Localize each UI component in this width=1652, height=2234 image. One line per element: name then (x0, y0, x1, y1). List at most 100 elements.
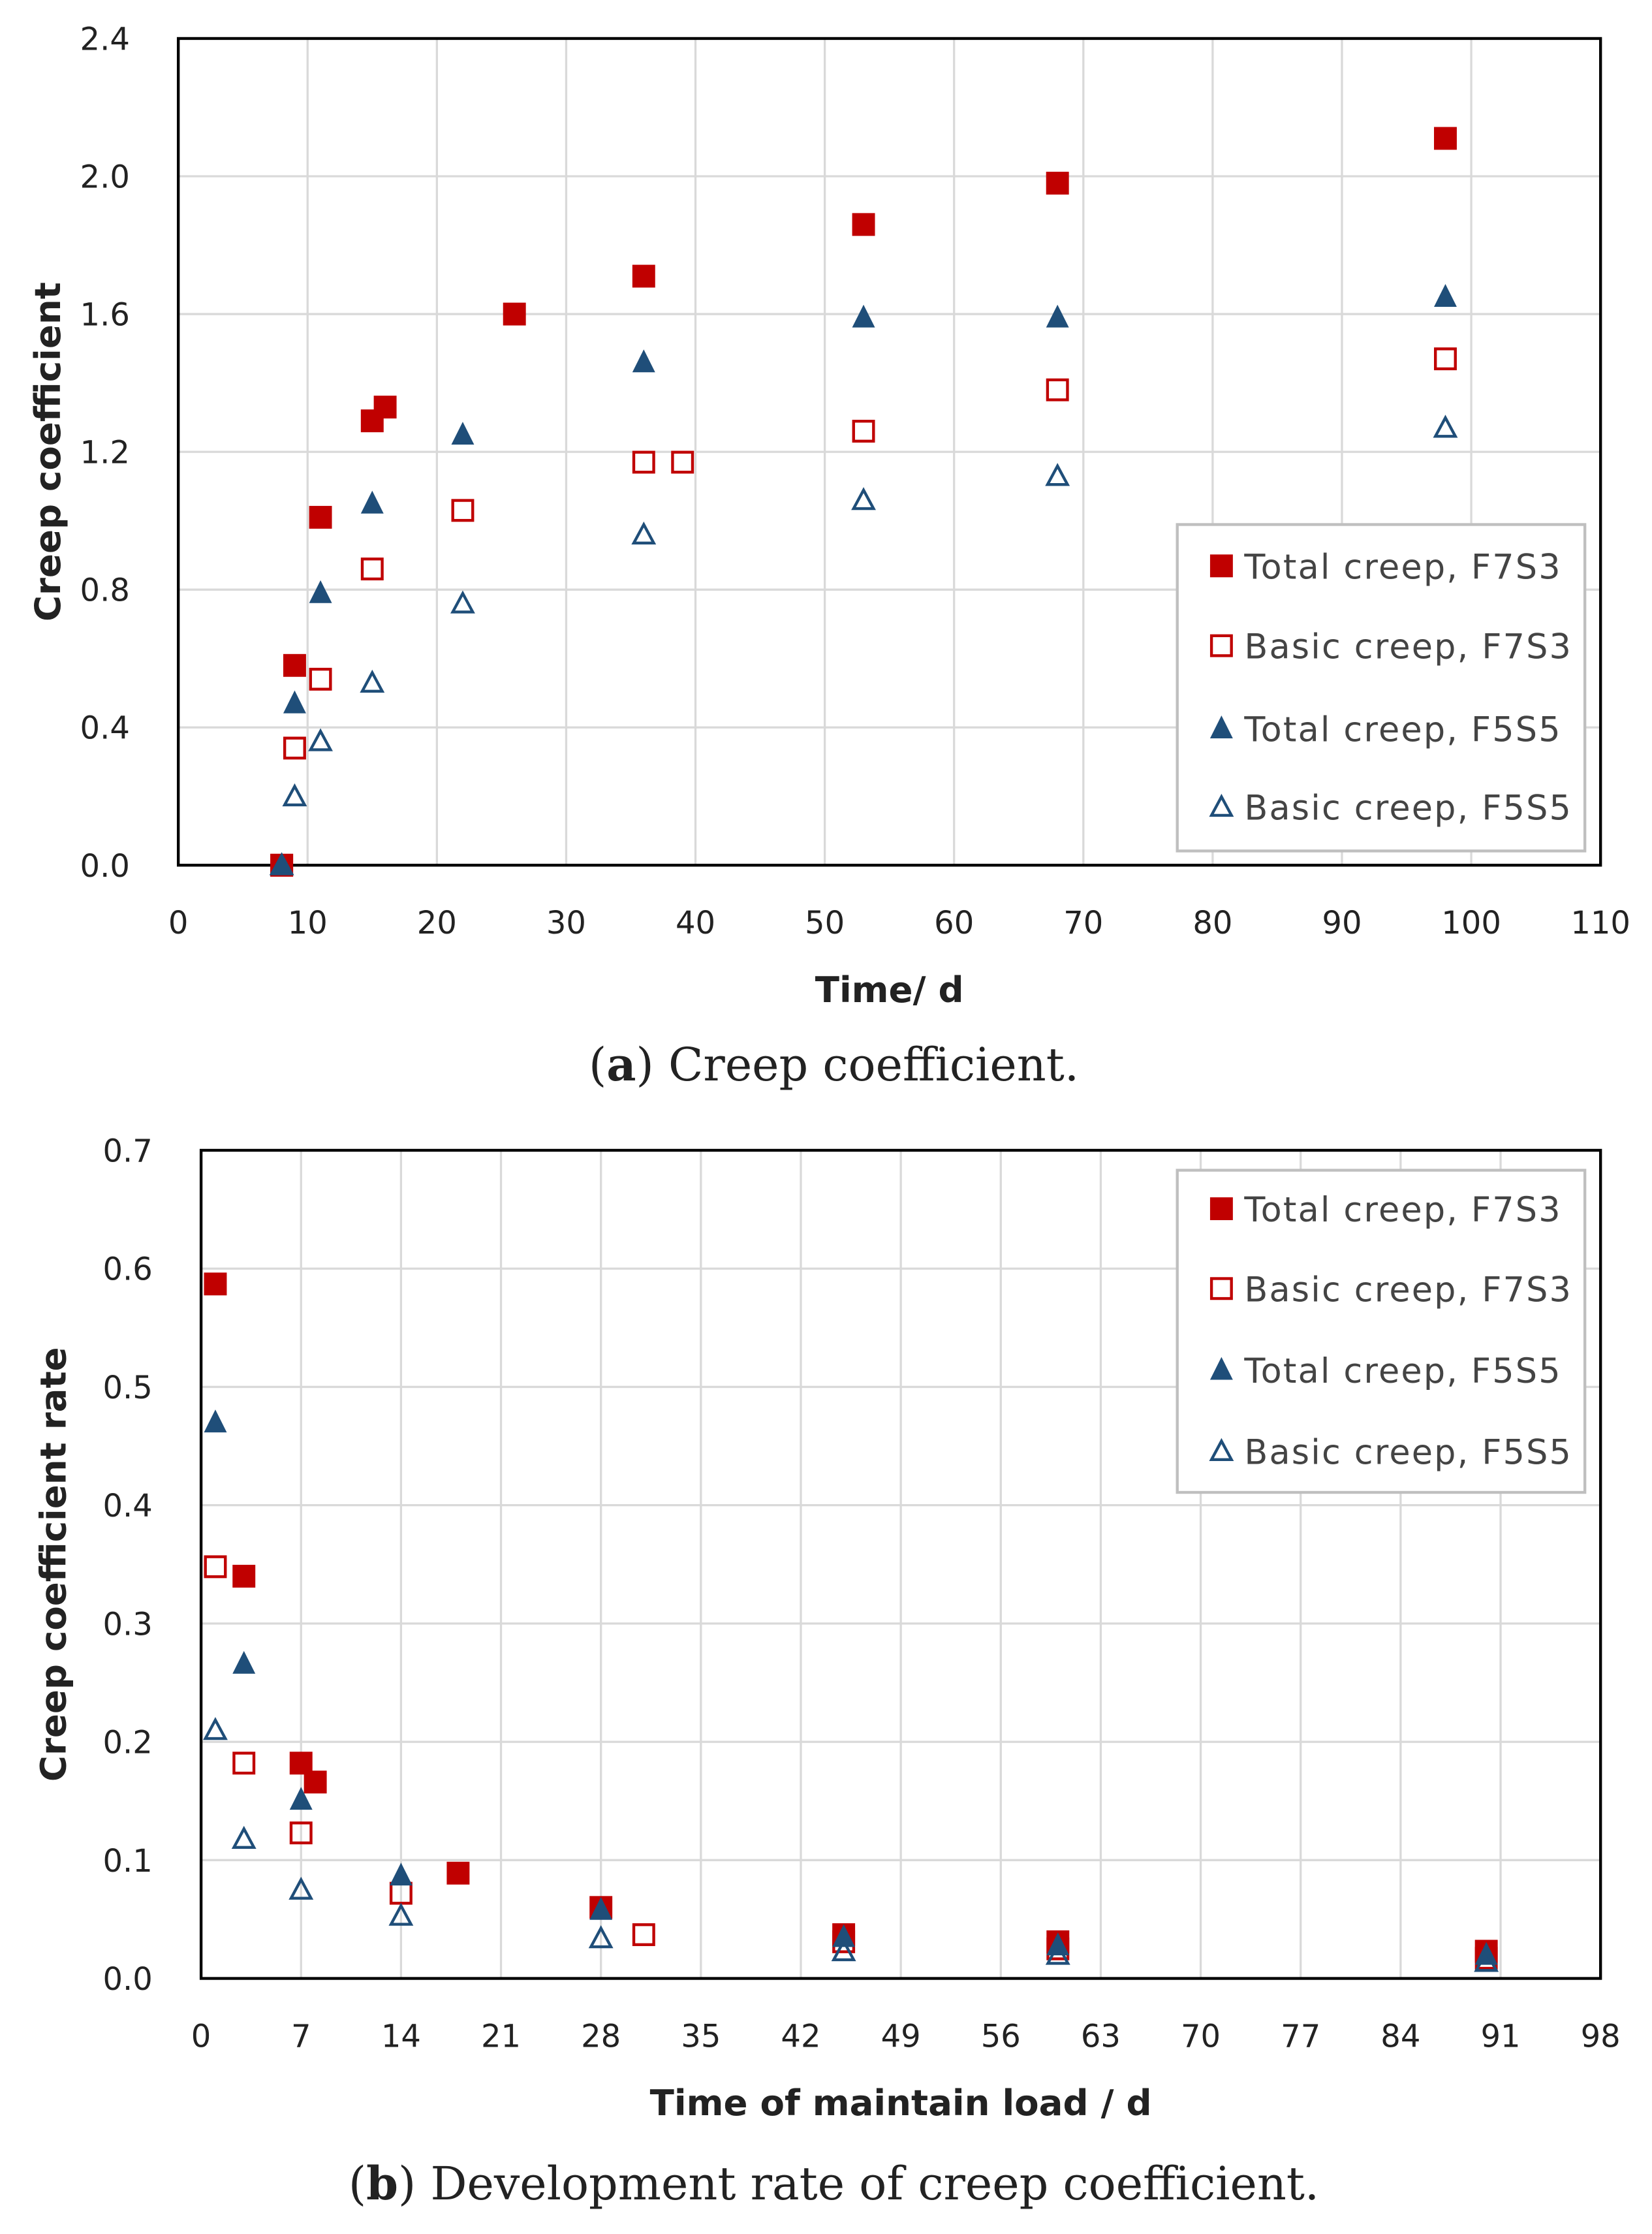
y-tick-label: 1.2 (80, 435, 130, 471)
data-point (671, 450, 694, 474)
legend-entry: Total creep, F5S5 (1243, 710, 1561, 749)
x-tick-label: 10 (288, 905, 328, 941)
y-tick-label: 0.0 (102, 1961, 152, 1998)
legend-entry: Total creep, F5S5 (1243, 1351, 1561, 1391)
y-tick-label: 0.4 (102, 1488, 152, 1524)
x-tick-label: 14 (381, 2018, 421, 2054)
chart-a: 0 10 20 30 40 50 60 70 80 90 100 110 0.0 0.4 0.8 1.2 1.6… (27, 21, 1630, 1092)
data-point (852, 420, 875, 443)
data-point (1045, 1942, 1070, 1965)
legend-marker (1209, 634, 1233, 657)
x-tick-label: 0 (168, 905, 189, 941)
data-point (1045, 463, 1070, 486)
caption-paren: ( (349, 2158, 366, 2210)
legend-entry: Total creep, F7S3 (1243, 1190, 1561, 1230)
data-point (308, 728, 333, 751)
data-point (232, 1564, 256, 1588)
data-point (632, 264, 655, 288)
legend: Total creep, F7S3 Basic creep, F7S3 Total … (1176, 1169, 1587, 1494)
data-point (852, 304, 875, 328)
x-tick-label: 90 (1322, 905, 1362, 941)
y-axis-title: Creep coefficient (27, 282, 69, 621)
x-tick-label: 56 (981, 2018, 1021, 2054)
data-point (232, 1752, 256, 1775)
caption-text: Development rate of creep coefficient. (430, 2158, 1319, 2210)
caption-label: a (606, 1038, 636, 1092)
x-tick-label: 40 (676, 905, 715, 941)
legend-marker (1209, 1277, 1233, 1300)
caption-paren: ( (589, 1039, 606, 1092)
x-tick-label: 50 (805, 905, 845, 941)
data-point (1046, 304, 1069, 328)
x-tick-label: 7 (291, 2018, 311, 2054)
caption-paren: ) (398, 2158, 430, 2210)
data-point (269, 852, 294, 875)
data-point (632, 1923, 655, 1946)
data-point (283, 736, 306, 760)
x-tick-label: 35 (681, 2018, 721, 2054)
series-total-creep-f5s5 (270, 284, 1457, 875)
data-point (1433, 347, 1457, 371)
data-point (589, 1896, 613, 1920)
x-tick-label: 77 (1281, 2018, 1320, 2054)
data-point (851, 487, 876, 511)
legend-entry: Basic creep, F5S5 (1244, 788, 1572, 828)
data-point (360, 669, 385, 693)
data-point (588, 1925, 614, 1949)
y-tick-label: 0.2 (102, 1725, 152, 1761)
x-axis-title: Time of maintain load / d (650, 2082, 1152, 2124)
data-point (373, 396, 397, 419)
y-tick-label: 0.7 (102, 1133, 152, 1169)
legend-marker (1209, 716, 1233, 738)
data-point (632, 450, 655, 474)
data-point (451, 422, 475, 445)
x-tick-label: 30 (546, 905, 586, 941)
data-point (1433, 284, 1457, 307)
data-point (831, 1938, 856, 1962)
legend-box (1176, 1169, 1587, 1494)
y-tick-label: 0.1 (102, 1843, 152, 1880)
x-tick-label: 20 (417, 905, 457, 941)
y-tick-label: 0.5 (102, 1370, 152, 1406)
plot-frame (176, 37, 1602, 867)
caption-paren: ) (636, 1039, 668, 1092)
data-point (389, 1863, 413, 1886)
legend-marker (1209, 1197, 1233, 1220)
y-tick-label: 1.6 (80, 297, 130, 334)
data-point (204, 1272, 227, 1296)
data-point (270, 852, 294, 875)
data-point (388, 1902, 414, 1926)
legend-marker (1209, 793, 1234, 817)
caption: (b) Development rate of creep coefficien… (349, 2157, 1319, 2210)
data-point (309, 580, 332, 603)
y-tick-label: 0.3 (102, 1606, 152, 1643)
data-point (231, 1825, 257, 1849)
data-point (360, 558, 384, 581)
y-tick-label: 2.0 (80, 159, 130, 195)
legend: Total creep, F7S3 Basic creep, F7S3 Total … (1176, 523, 1587, 853)
series-basic-creep-f5s5 (269, 415, 1458, 875)
x-tick-label: 28 (581, 2018, 621, 2054)
data-point (631, 521, 657, 545)
data-point (203, 1717, 228, 1740)
data-point (204, 1409, 227, 1433)
data-point (288, 1876, 314, 1900)
x-tick-label: 0 (191, 2018, 211, 2054)
caption-label: b (366, 2157, 398, 2210)
data-point (450, 590, 475, 614)
data-point (446, 1861, 470, 1885)
data-point (832, 1924, 856, 1947)
data-point (503, 302, 526, 326)
data-point (283, 653, 306, 677)
data-point (1046, 172, 1069, 195)
data-point (289, 1787, 313, 1810)
legend-box (1176, 523, 1587, 853)
x-tick-label: 84 (1380, 2018, 1420, 2054)
data-point (1474, 1949, 1499, 1972)
y-tick-label: 0.0 (80, 848, 130, 885)
data-point (1046, 378, 1069, 401)
x-tick-label: 98 (1581, 2018, 1621, 2054)
caption-text: Creep coefficient. (668, 1039, 1079, 1092)
